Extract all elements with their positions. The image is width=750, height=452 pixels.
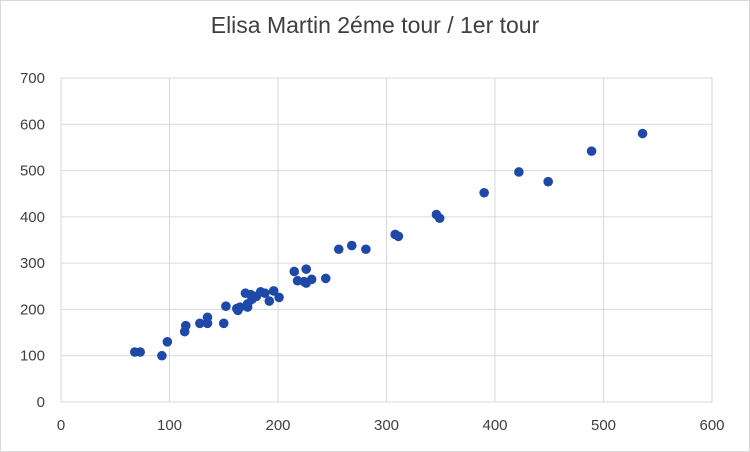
- data-point: [514, 167, 524, 177]
- x-tick-label: 600: [699, 417, 724, 434]
- y-axis-ticks: 0 100 200 300 400 500 600 700: [20, 70, 45, 411]
- y-tick-label: 700: [20, 70, 45, 87]
- x-tick-label: 500: [591, 417, 616, 434]
- data-point: [268, 286, 279, 296]
- data-point: [162, 337, 173, 347]
- data-point: [333, 244, 344, 255]
- y-tick-label: 0: [37, 394, 45, 411]
- y-tick-label: 100: [20, 348, 45, 365]
- data-point: [586, 146, 597, 156]
- data-point: [202, 318, 213, 329]
- x-tick-label: 200: [265, 417, 290, 434]
- data-point: [260, 288, 270, 299]
- x-tick-label: 300: [374, 417, 399, 434]
- data-point: [274, 292, 284, 303]
- data-point: [637, 128, 648, 139]
- data-point: [195, 318, 205, 329]
- grid-lines: [60, 77, 713, 403]
- data-point: [479, 187, 489, 198]
- data-point: [180, 320, 191, 331]
- y-tick-label: 300: [20, 255, 45, 272]
- x-tick-label: 400: [482, 417, 507, 434]
- data-point: [221, 301, 231, 311]
- data-point: [235, 302, 245, 312]
- x-tick-label: 0: [57, 417, 65, 434]
- data-point: [543, 176, 553, 187]
- data-point: [289, 266, 300, 277]
- data-point: [434, 213, 445, 224]
- data-point: [393, 231, 404, 242]
- x-axis-ticks: 0 100 200 300 400 500 600: [57, 417, 725, 434]
- y-tick-label: 600: [20, 116, 45, 133]
- data-point: [264, 296, 275, 306]
- data-point: [218, 318, 229, 329]
- data-point: [320, 273, 331, 284]
- y-tick-label: 500: [20, 163, 45, 180]
- data-point: [346, 240, 357, 251]
- x-tick-label: 100: [157, 417, 182, 434]
- data-point: [301, 264, 312, 274]
- data-point: [157, 350, 167, 361]
- data-point: [306, 274, 317, 285]
- data-point: [242, 302, 253, 312]
- data-point: [135, 347, 146, 357]
- data-points: [129, 128, 648, 361]
- y-tick-label: 200: [20, 301, 45, 318]
- data-point: [361, 244, 371, 255]
- chart-title: Elisa Martin 2éme tour / 1er tour: [210, 12, 540, 38]
- y-tick-label: 400: [20, 209, 45, 226]
